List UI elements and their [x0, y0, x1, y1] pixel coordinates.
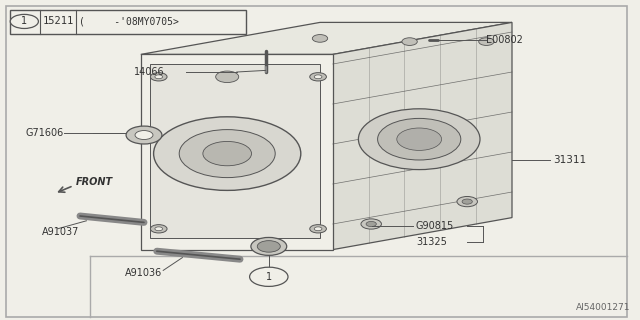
Circle shape	[203, 141, 252, 166]
Text: 31311: 31311	[554, 155, 587, 165]
Circle shape	[310, 225, 326, 233]
Circle shape	[310, 73, 326, 81]
Circle shape	[154, 117, 301, 190]
Circle shape	[10, 14, 38, 28]
Text: G71606: G71606	[26, 128, 64, 138]
Circle shape	[457, 196, 477, 207]
Text: A91036: A91036	[125, 268, 162, 278]
Circle shape	[397, 128, 442, 150]
Text: 14066: 14066	[134, 67, 165, 77]
Circle shape	[366, 221, 376, 227]
Text: 31325: 31325	[416, 236, 447, 247]
Circle shape	[314, 75, 322, 79]
Circle shape	[179, 130, 275, 178]
Text: A91037: A91037	[42, 227, 79, 237]
Circle shape	[361, 219, 381, 229]
Text: AI54001271: AI54001271	[576, 303, 630, 312]
Text: 1: 1	[21, 16, 28, 27]
Circle shape	[216, 71, 239, 83]
Circle shape	[155, 75, 163, 79]
Circle shape	[150, 225, 167, 233]
Circle shape	[462, 199, 472, 204]
Circle shape	[155, 227, 163, 231]
Text: E00802: E00802	[486, 35, 524, 45]
Circle shape	[257, 241, 280, 252]
Text: 1: 1	[266, 272, 272, 282]
Circle shape	[250, 267, 288, 286]
Circle shape	[358, 109, 480, 170]
Circle shape	[312, 35, 328, 42]
Circle shape	[135, 131, 153, 140]
Circle shape	[378, 118, 461, 160]
Polygon shape	[141, 22, 512, 54]
Text: 15211: 15211	[43, 16, 74, 27]
Circle shape	[479, 38, 494, 45]
Text: (     -'08MY0705>: ( -'08MY0705>	[79, 16, 179, 27]
Circle shape	[402, 38, 417, 45]
Polygon shape	[141, 54, 333, 250]
Circle shape	[251, 237, 287, 255]
Circle shape	[150, 73, 167, 81]
FancyBboxPatch shape	[10, 10, 246, 34]
Polygon shape	[333, 22, 512, 250]
Text: FRONT: FRONT	[76, 177, 113, 188]
Circle shape	[126, 126, 162, 144]
Text: G90815: G90815	[416, 220, 454, 231]
Circle shape	[314, 227, 322, 231]
FancyBboxPatch shape	[150, 64, 320, 238]
